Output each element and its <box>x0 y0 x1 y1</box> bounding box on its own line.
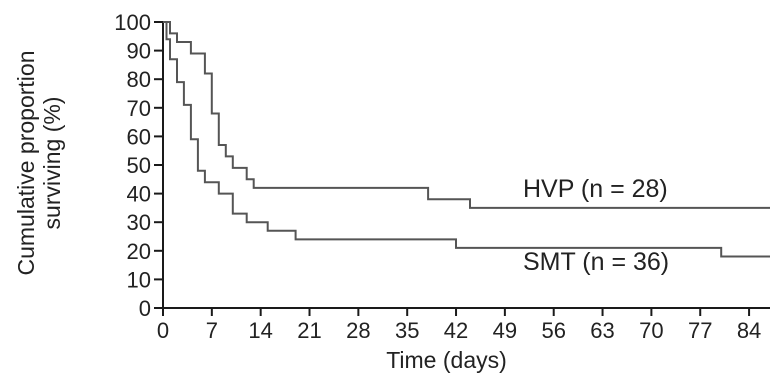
y-axis-title-line-2: surviving (%) <box>39 97 65 230</box>
x-tick-label: 56 <box>541 318 565 343</box>
y-tick-label: 80 <box>127 67 151 92</box>
x-tick-label: 28 <box>346 318 370 343</box>
x-tick-label: 42 <box>444 318 468 343</box>
x-tick-label: 14 <box>248 318 272 343</box>
x-tick-label: 70 <box>639 318 663 343</box>
y-tick-label: 10 <box>127 267 151 292</box>
y-tick-label: 30 <box>127 210 151 235</box>
y-tick-label: 100 <box>114 10 151 35</box>
series-line-hvp <box>163 21 770 209</box>
x-tick-label: 0 <box>157 318 169 343</box>
x-tick-label: 21 <box>297 318 321 343</box>
x-tick-label: 35 <box>395 318 419 343</box>
y-tick-label: 90 <box>127 39 151 64</box>
x-axis-title: Time (days) <box>386 347 507 373</box>
y-ticks: 0 10 20 30 40 50 60 70 80 90 100 <box>114 10 163 321</box>
y-axis-title: Cumulative proportion surviving (%) <box>13 50 65 275</box>
x-tick-label: 84 <box>737 318 761 343</box>
series-label-smt: SMT (n = 36) <box>523 248 669 276</box>
x-ticks: 0 7 14 21 28 35 42 49 56 63 70 77 84 <box>157 308 761 343</box>
y-tick-label: 40 <box>127 182 151 207</box>
y-tick-label: 50 <box>127 153 151 178</box>
y-tick-label: 60 <box>127 124 151 149</box>
x-tick-label: 49 <box>493 318 517 343</box>
x-tick-label: 7 <box>206 318 218 343</box>
series-label-hvp: HVP (n = 28) <box>523 175 668 203</box>
y-axis-title-line-1: Cumulative proportion <box>13 50 39 275</box>
x-tick-label: 77 <box>688 318 712 343</box>
y-tick-label: 70 <box>127 96 151 121</box>
x-tick-label: 63 <box>590 318 614 343</box>
series-line-smt <box>163 21 770 258</box>
y-tick-label: 20 <box>127 239 151 264</box>
series-lines <box>163 21 770 258</box>
y-tick-label: 0 <box>139 296 151 321</box>
